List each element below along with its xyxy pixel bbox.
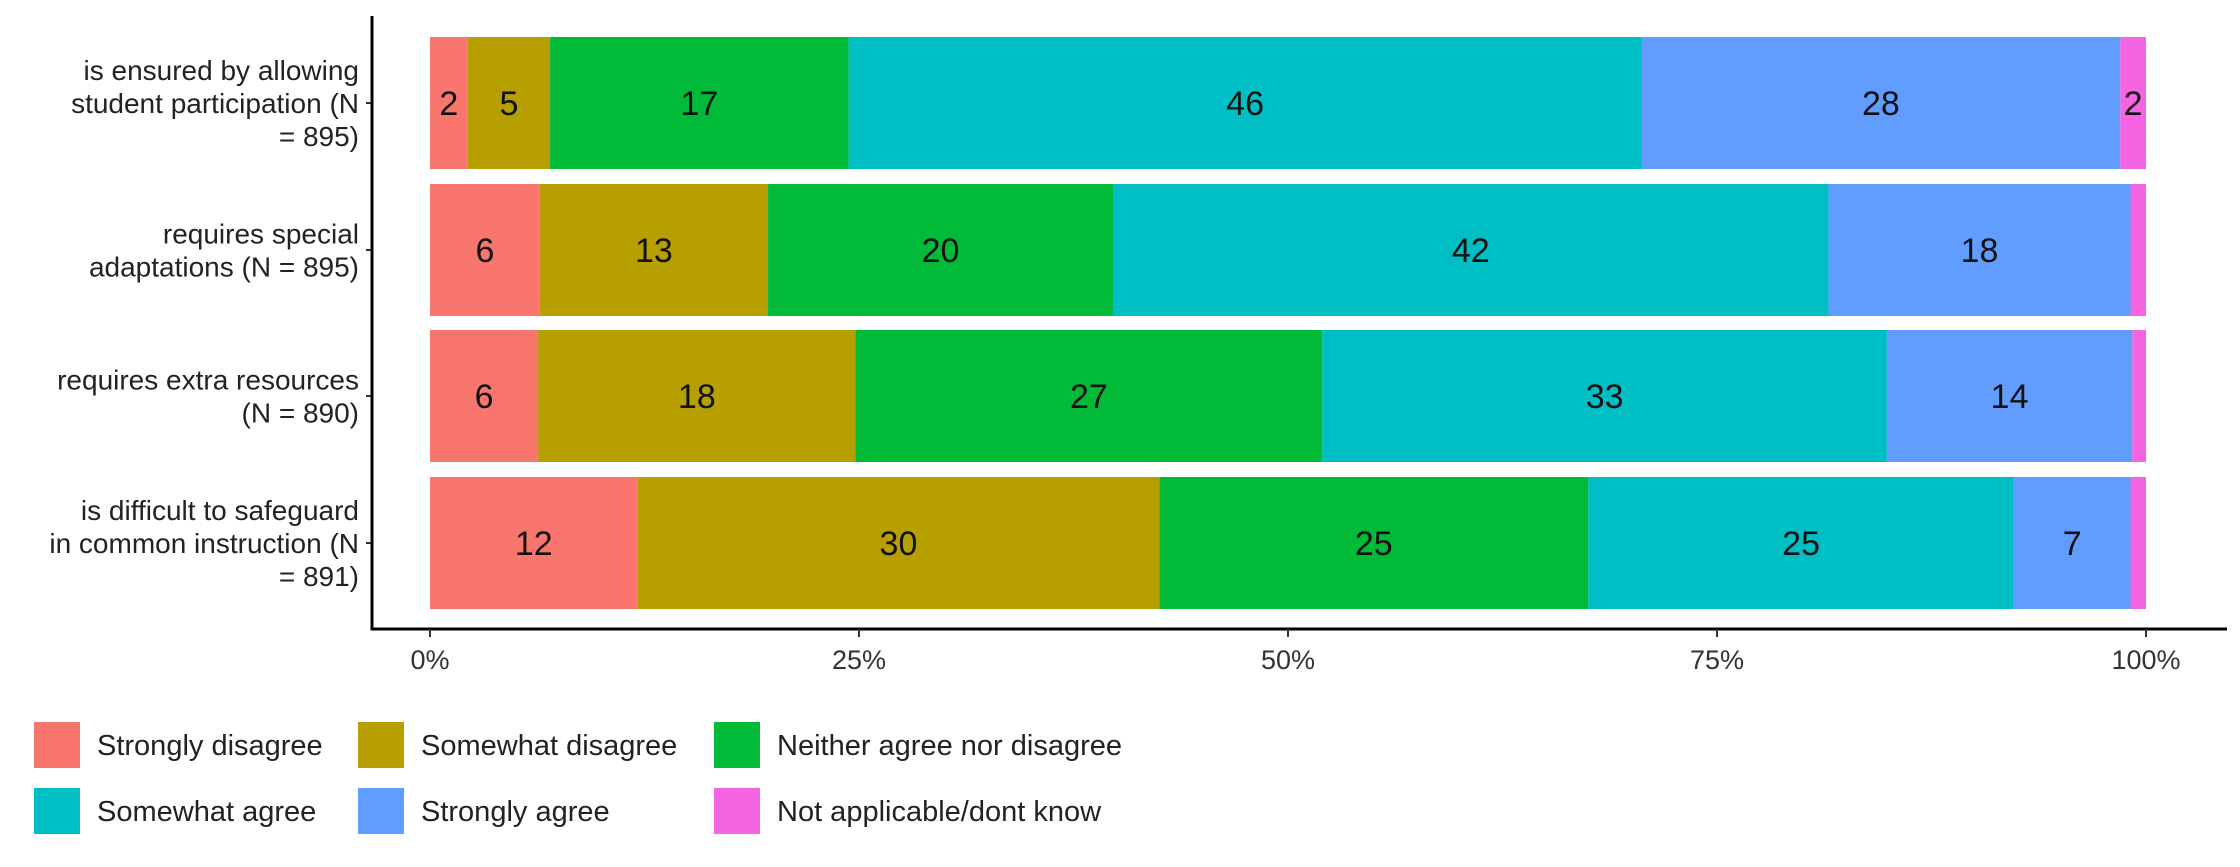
bar-value-label-3-3: 27 [1070,378,1108,416]
bar-value-label-1-6: 2 [2124,85,2143,123]
bar-segment-2-2 [539,184,769,316]
x-tick-label-5: 100% [2111,645,2180,675]
legend-label-2: Somewhat disagree [421,730,677,762]
bar-value-label-1-3: 17 [680,85,718,123]
bar-segment-2-6 [2130,184,2146,316]
legend-label-5: Strongly agree [421,796,610,828]
bar-value-label-2-1: 6 [475,232,494,270]
legend-label-1: Strongly disagree [97,730,323,762]
bar-segment-3-3 [855,330,1323,462]
bar-segment-3-1 [430,330,539,462]
bar-value-label-4-1: 12 [515,525,553,563]
bar-segment-1-5 [1641,37,2121,169]
bar-value-label-4-4: 25 [1782,525,1820,563]
legend-swatch-2 [358,722,404,768]
bar-segment-2-1 [430,184,540,316]
legend-swatch-5 [358,788,404,834]
bar-segment-2-4 [1112,184,1829,316]
bar-segment-2-3 [768,184,1113,316]
bar-value-label-4-3: 25 [1355,525,1393,563]
bar-value-label-2-2: 13 [635,232,673,270]
bar-value-label-1-2: 5 [499,85,518,123]
bar-value-label-3-1: 6 [475,378,494,416]
legend-swatch-4 [34,788,80,834]
bar-segment-3-4 [1322,330,1887,462]
x-tick-label-1: 0% [410,645,449,675]
bar-segment-3-6 [2132,330,2146,462]
category-label-3: requires extra resources (N = 890) [57,365,359,429]
bar-segment-1-6 [2120,37,2146,169]
legend-swatch-1 [34,722,80,768]
bar-segment-1-2 [467,37,551,169]
bar-value-label-3-2: 18 [678,378,716,416]
bar-segment-4-4 [1588,477,2014,609]
legend-label-4: Somewhat agree [97,796,316,828]
bar-value-label-3-5: 14 [1991,378,2029,416]
category-label-1: is ensured by allowing student participat… [71,55,359,152]
bar-value-label-1-4: 46 [1226,85,1264,123]
bar-segment-2-5 [1828,184,2131,316]
bar-value-label-2-5: 18 [1961,232,1999,270]
bar-segment-4-2 [637,477,1160,609]
bar-value-label-1-1: 2 [439,85,458,123]
x-tick-label-3: 50% [1261,645,1315,675]
legend-label-3: Neither agree nor disagree [777,730,1122,762]
bar-value-label-4-5: 7 [2063,525,2082,563]
legend-swatch-3 [714,722,760,768]
bar-value-label-2-4: 42 [1452,232,1490,270]
bar-segment-4-3 [1159,477,1589,609]
bar-value-label-3-4: 33 [1586,378,1624,416]
bar-value-label-2-3: 20 [922,232,960,270]
bar-segment-1-1 [430,37,468,169]
bar-segment-4-5 [2013,477,2131,609]
category-label-4: is difficult to safeguard in common instr… [49,495,359,592]
bar-value-label-1-5: 28 [1862,85,1900,123]
bar-segment-4-1 [430,477,638,609]
bar-segment-1-4 [848,37,1642,169]
bar-segment-3-2 [538,330,856,462]
x-tick-label-2: 25% [832,645,886,675]
bar-value-label-4-2: 30 [880,525,918,563]
axes-layer: is ensured by allowing student participat… [49,16,2227,675]
category-label-2: requires special adaptations (N = 895) [89,219,359,283]
x-tick-label-4: 75% [1690,645,1744,675]
legend: Strongly disagree Somewhat disagree Neithe… [34,722,1122,834]
bar-segment-3-5 [1886,330,2133,462]
legend-label-6: Not applicable/dont know [777,796,1102,828]
legend-swatch-6 [714,788,760,834]
bar-segment-1-3 [550,37,849,169]
bar-segment-4-6 [2130,477,2146,609]
